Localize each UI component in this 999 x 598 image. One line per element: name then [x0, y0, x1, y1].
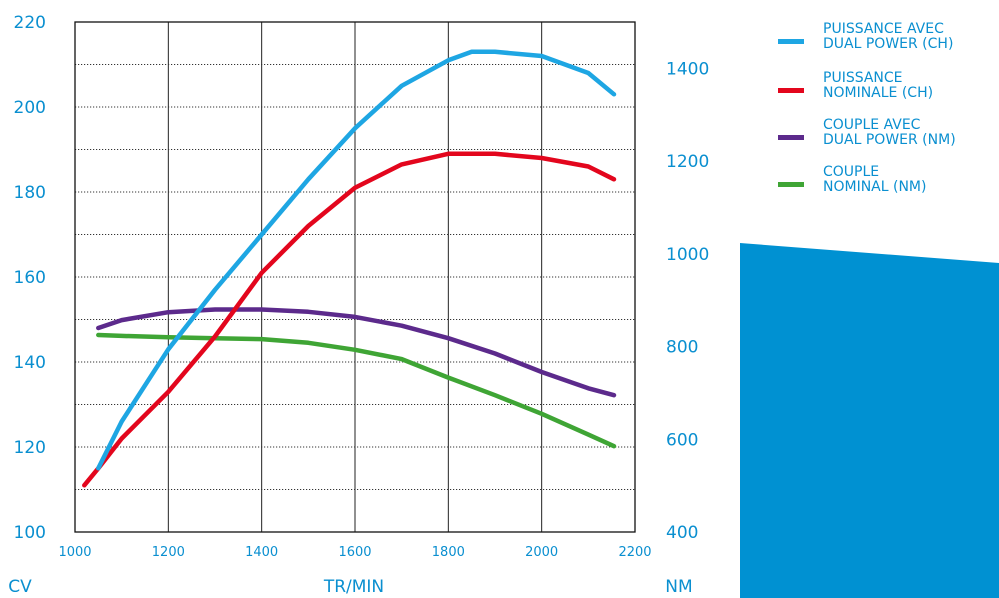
- right-axis-tick-label: 1400: [666, 59, 709, 79]
- left-axis-tick-label: 160: [14, 268, 46, 288]
- right-axis-tick-label: 600: [666, 430, 698, 450]
- series-line-couple-avec-dual-power-nm: [96, 307, 617, 398]
- series-line-puissance-nominale-ch: [82, 151, 617, 488]
- axis-units: CV TR/MIN NM: [8, 577, 692, 597]
- legend-swatch: [778, 88, 804, 93]
- legend-swatch: [778, 182, 804, 187]
- left-axis-tick-label: 140: [14, 353, 46, 373]
- legend-label: PUISSANCE AVEC: [823, 21, 944, 37]
- legend-label: DUAL POWER (CH): [823, 36, 953, 52]
- x-axis-tick-label: 2200: [618, 545, 651, 560]
- left-axis-tick-label: 200: [14, 98, 46, 118]
- right-axis-tick-label: 400: [666, 523, 698, 543]
- legend-swatch: [778, 39, 804, 44]
- chart-grid: [75, 22, 635, 532]
- x-axis-ticks: 1000 1200 1400 1600 1800 2000 2200: [58, 545, 651, 560]
- series-line-puissance-avec-dual-power-ch: [96, 49, 617, 471]
- decorative-blue-panel: [740, 243, 999, 598]
- right-axis-tick-label: 800: [666, 338, 698, 358]
- legend-label: DUAL POWER (NM): [823, 132, 956, 148]
- left-axis-unit: CV: [8, 577, 32, 597]
- legend-label: COUPLE AVEC: [823, 117, 921, 133]
- x-axis-tick-label: 1800: [432, 545, 465, 560]
- x-axis-tick-label: 1200: [152, 545, 185, 560]
- left-axis-tick-label: 220: [14, 13, 46, 33]
- x-axis-label: TR/MIN: [323, 577, 384, 597]
- legend-label: PUISSANCE: [823, 70, 903, 86]
- left-axis-ticks: 100 120 140 160 180 200 220: [14, 13, 46, 543]
- series-lines: [82, 49, 617, 488]
- left-axis-tick-label: 100: [14, 523, 46, 543]
- plot-frame: [74, 21, 636, 533]
- legend-label: NOMINALE (CH): [823, 85, 933, 101]
- legend-swatch: [778, 135, 804, 140]
- right-axis-tick-label: 1000: [666, 245, 709, 265]
- left-axis-tick-label: 120: [14, 438, 46, 458]
- legend-label: NOMINAL (NM): [823, 179, 926, 195]
- left-axis-tick-label: 180: [14, 183, 46, 203]
- x-axis-tick-label: 2000: [525, 545, 558, 560]
- x-axis-tick-label: 1000: [58, 545, 91, 560]
- x-axis-tick-label: 1400: [245, 545, 278, 560]
- right-axis-tick-label: 1200: [666, 152, 709, 172]
- right-axis-ticks: 400 600 800 1000 1200 1400: [666, 59, 709, 543]
- legend-label: COUPLE: [823, 164, 879, 180]
- x-axis-tick-label: 1600: [338, 545, 371, 560]
- series-line-couple-nominal-nm: [96, 332, 617, 449]
- right-axis-unit: NM: [665, 577, 692, 597]
- plot-border: [74, 21, 636, 533]
